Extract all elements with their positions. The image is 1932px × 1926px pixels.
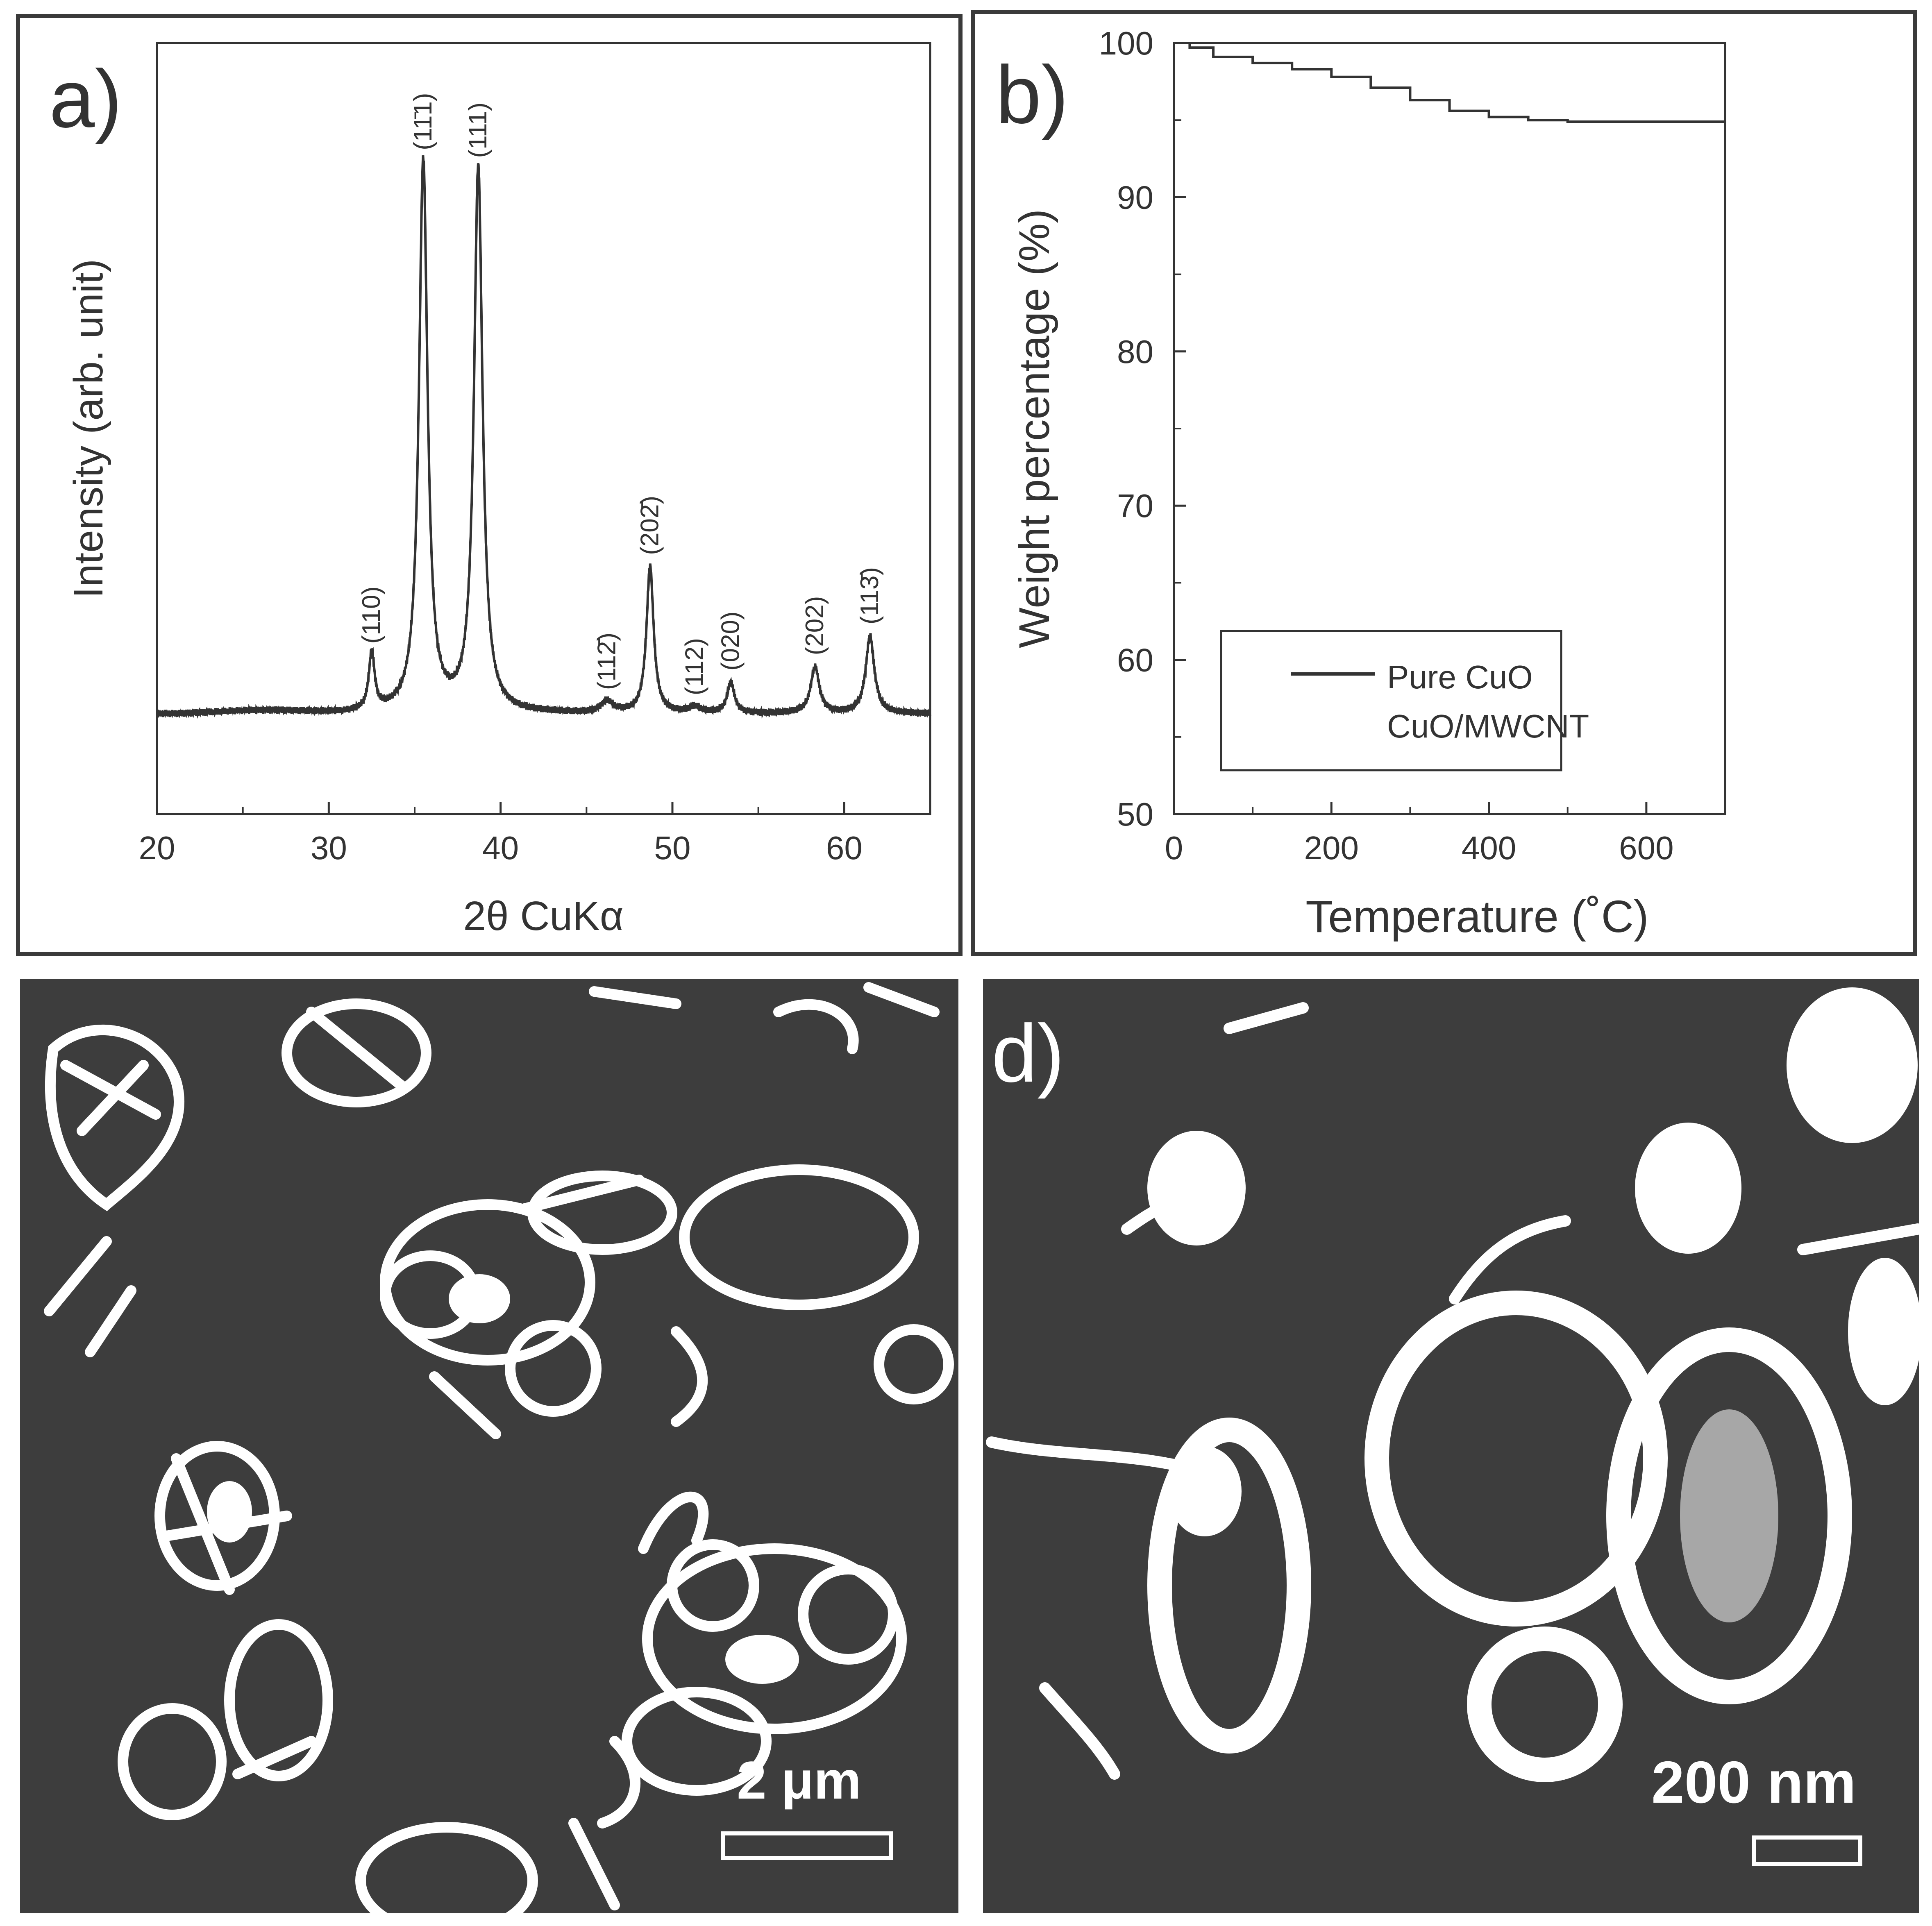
tga-y-tick-label: 80 <box>1117 333 1153 370</box>
xrd-x-tick-label: 20 <box>139 830 175 866</box>
xrd-peak-label: (11̄1) <box>409 93 437 150</box>
xrd-x-tick-label: 60 <box>826 830 863 866</box>
xrd-x-tick-label: 50 <box>654 830 691 866</box>
tga-ticks <box>1173 42 1726 815</box>
xrd-x-ticks <box>156 802 931 814</box>
tga-legend: Pure CuO CuO/MWCNT <box>1220 630 1589 771</box>
tga-x-tick-label: 400 <box>1462 830 1516 866</box>
xrd-peak-label: (202̄) <box>636 496 664 555</box>
xrd-peak-label: (113̄) <box>856 567 884 624</box>
sem-c-particles <box>44 982 954 1926</box>
tga-x-tick-label: 0 <box>1165 830 1183 866</box>
legend-label-pure-cuo: Pure CuO <box>1387 659 1533 695</box>
sem-d-interior-texture <box>1680 1409 1778 1622</box>
xrd-peak-label: (110) <box>357 586 386 644</box>
xrd-x-tick-label: 30 <box>311 830 347 866</box>
xrd-peak-label: (112̄) <box>593 633 621 690</box>
tga-y-tick-label: 70 <box>1117 488 1153 524</box>
tga-x-axis-label: Temperature (˚C) <box>1305 892 1648 942</box>
xrd-plot-area <box>156 42 931 815</box>
tga-y-tick-label: 60 <box>1117 642 1153 678</box>
tga-y-tick-label: 100 <box>1099 25 1153 61</box>
xrd-x-tick-label: 40 <box>482 830 519 866</box>
tga-y-tick-label: 90 <box>1117 179 1153 216</box>
scale-bar-label-c: 2 μm <box>737 1750 861 1810</box>
tga-tick-labels: 0 200 400 600 50 60 70 80 90 100 <box>1099 25 1674 866</box>
panel-a: a) 20 30 40 50 60 (110) (11̄1) (111) (112̄) (202… <box>16 14 963 956</box>
panel-c: 2 μm <box>16 975 963 1926</box>
sem-c-bright-regions <box>207 1274 799 1684</box>
tga-series-pure-cuo <box>1174 42 1726 123</box>
panel-b-label: b) <box>996 49 1069 141</box>
xrd-peak-labels: (110) (11̄1) (111) (112̄) (202̄) (112) (020) (2… <box>357 93 884 696</box>
tga-y-axis-label: Weight percentage (%) <box>1010 209 1058 648</box>
tga-y-tick-label: 50 <box>1117 796 1153 833</box>
tga-x-tick-label: 200 <box>1304 830 1359 866</box>
scale-bar-d <box>1752 1835 1862 1866</box>
tga-legend-box <box>1220 630 1562 771</box>
tga-x-tick-label: 600 <box>1619 830 1673 866</box>
xrd-pattern-line <box>156 155 931 719</box>
scale-bar-label-d: 200 nm <box>1651 1749 1856 1815</box>
panel-a-frame <box>16 14 963 956</box>
sem-d-particles <box>1147 1291 1852 1782</box>
xrd-peak-label: (020) <box>717 611 745 671</box>
xrd-peak-label: (112) <box>681 638 709 695</box>
legend-label-cuo-mwcnt: CuO/MWCNT <box>1387 708 1589 744</box>
xrd-peak-label: (202) <box>801 596 829 656</box>
panel-d-label: d) <box>992 1008 1065 1099</box>
xrd-peak-label: (111) <box>464 102 492 158</box>
xrd-tick-labels: 20 30 40 50 60 <box>139 830 863 866</box>
panel-b-frame <box>971 10 1917 956</box>
sem-d-bright-regions <box>1147 987 1922 1536</box>
xrd-x-axis-label: 2θ CuKα <box>463 893 623 939</box>
panel-a-label: a) <box>49 53 122 145</box>
xrd-y-axis-label: Intensity (arb. unit) <box>66 259 111 598</box>
panel-b: b) 0 200 400 600 50 60 70 80 90 100 Pure CuO CuO/… <box>971 10 1917 956</box>
panel-d: d) 200 nm <box>979 975 1923 1917</box>
scale-bar-c <box>721 1831 893 1860</box>
